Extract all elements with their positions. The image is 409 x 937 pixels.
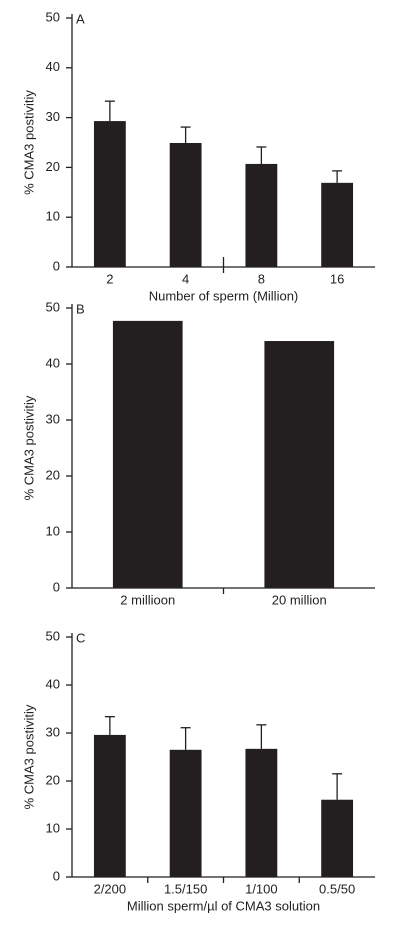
bar bbox=[112, 320, 183, 588]
bar bbox=[93, 121, 126, 267]
y-tick-label: 20 bbox=[46, 159, 60, 174]
y-tick-label: 10 bbox=[46, 209, 60, 224]
y-tick-label: 40 bbox=[46, 59, 60, 74]
x-tick-label: 16 bbox=[330, 271, 344, 286]
y-tick-label: 20 bbox=[46, 772, 60, 787]
error-bar bbox=[104, 100, 115, 122]
x-axis-label: Number of sperm (Million) bbox=[149, 288, 299, 303]
y-tick-label: 50 bbox=[46, 628, 60, 643]
x-tick-label: 2 millioon bbox=[120, 592, 175, 607]
bar bbox=[93, 734, 126, 877]
x-tick-label: 0.5/50 bbox=[319, 881, 355, 896]
y-tick-label: 30 bbox=[46, 724, 60, 739]
error-bar bbox=[332, 773, 343, 800]
error-bar bbox=[256, 724, 267, 749]
x-tick-label: 4 bbox=[182, 271, 189, 286]
y-tick-label: 30 bbox=[46, 411, 60, 426]
x-tick-label: 1.5/150 bbox=[164, 881, 207, 896]
x-tick-label: 2/200 bbox=[94, 881, 127, 896]
bar bbox=[321, 799, 354, 877]
y-tick-label: 30 bbox=[46, 109, 60, 124]
y-tick-label: 50 bbox=[46, 9, 60, 24]
bar bbox=[321, 182, 354, 267]
y-axis-label: % CMA3 postivitiy bbox=[21, 704, 36, 809]
bar bbox=[245, 748, 278, 877]
panel-label: A bbox=[76, 11, 85, 26]
y-axis-label: % CMA3 postivitiy bbox=[21, 90, 36, 195]
y-tick-label: 40 bbox=[46, 676, 60, 691]
error-bar bbox=[332, 170, 343, 183]
y-tick-label: 0 bbox=[53, 258, 60, 273]
y-tick-label: 50 bbox=[46, 299, 60, 314]
error-bar bbox=[180, 727, 191, 750]
bar bbox=[264, 341, 335, 588]
y-axis-label: % CMA3 postivitiy bbox=[21, 395, 36, 500]
y-tick-label: 40 bbox=[46, 355, 60, 370]
bar bbox=[245, 163, 278, 267]
y-tick-label: 0 bbox=[53, 579, 60, 594]
x-axis-label: Million sperm/µl of CMA3 solution bbox=[127, 898, 320, 913]
error-bar bbox=[180, 126, 191, 143]
bar bbox=[169, 142, 202, 267]
error-bar bbox=[256, 146, 267, 164]
x-tick-label: 1/100 bbox=[245, 881, 278, 896]
panel-label: B bbox=[76, 301, 85, 316]
x-tick-label: 2 bbox=[106, 271, 113, 286]
y-tick-label: 20 bbox=[46, 467, 60, 482]
x-tick-label: 8 bbox=[258, 271, 265, 286]
y-tick-label: 0 bbox=[53, 868, 60, 883]
error-bar bbox=[104, 716, 115, 735]
panel-label: C bbox=[76, 630, 85, 645]
y-tick-label: 10 bbox=[46, 523, 60, 538]
x-tick-label: 20 million bbox=[272, 592, 327, 607]
y-tick-label: 10 bbox=[46, 820, 60, 835]
bar bbox=[169, 749, 202, 877]
